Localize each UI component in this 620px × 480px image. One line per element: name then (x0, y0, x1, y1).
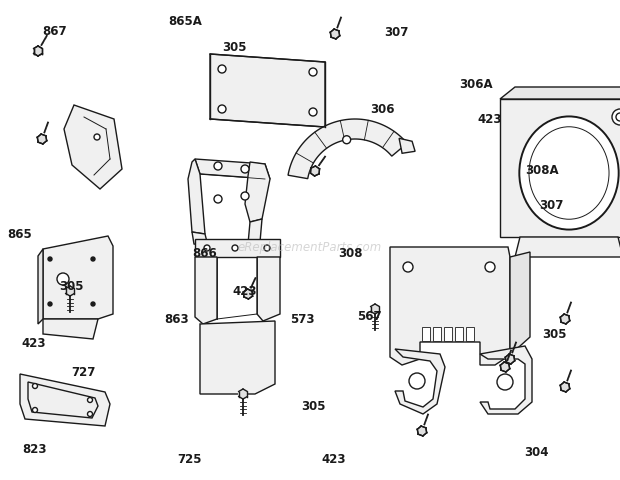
Text: 305: 305 (542, 327, 567, 340)
Polygon shape (200, 321, 275, 394)
Circle shape (32, 384, 37, 389)
Text: 308: 308 (338, 247, 363, 260)
Text: 865A: 865A (168, 15, 202, 28)
Polygon shape (500, 88, 620, 100)
Circle shape (232, 245, 238, 252)
Polygon shape (433, 327, 441, 341)
Polygon shape (500, 100, 620, 238)
Circle shape (241, 192, 249, 201)
Polygon shape (505, 354, 515, 364)
Polygon shape (38, 250, 43, 324)
Circle shape (48, 257, 52, 262)
Circle shape (264, 245, 270, 252)
Circle shape (91, 302, 95, 306)
Ellipse shape (520, 117, 619, 230)
Polygon shape (195, 240, 280, 257)
Polygon shape (444, 327, 452, 341)
Polygon shape (239, 389, 247, 399)
Polygon shape (195, 160, 270, 180)
Polygon shape (311, 167, 319, 177)
Text: 865: 865 (7, 228, 32, 241)
Circle shape (204, 245, 210, 252)
Text: 304: 304 (524, 444, 549, 458)
Text: 423: 423 (232, 284, 257, 297)
Polygon shape (195, 257, 217, 324)
Polygon shape (500, 362, 510, 372)
Polygon shape (245, 163, 270, 223)
Polygon shape (480, 346, 532, 414)
Text: 305: 305 (301, 399, 326, 412)
Polygon shape (330, 30, 340, 40)
Circle shape (57, 274, 69, 286)
Polygon shape (37, 135, 46, 144)
Text: 423: 423 (22, 336, 46, 350)
Polygon shape (244, 289, 252, 300)
Text: 305: 305 (222, 40, 247, 54)
Circle shape (616, 114, 620, 122)
Circle shape (343, 136, 351, 144)
Polygon shape (66, 287, 74, 296)
Polygon shape (560, 314, 570, 324)
Text: 573: 573 (290, 312, 315, 326)
Circle shape (409, 373, 425, 389)
Polygon shape (20, 374, 110, 426)
Polygon shape (515, 238, 620, 257)
Polygon shape (371, 304, 379, 314)
Circle shape (241, 166, 249, 174)
Text: 867: 867 (42, 24, 67, 38)
Circle shape (403, 263, 413, 273)
Text: 423: 423 (477, 112, 502, 126)
Polygon shape (417, 426, 427, 436)
Polygon shape (395, 349, 445, 414)
Text: 727: 727 (71, 365, 96, 379)
Polygon shape (510, 252, 530, 355)
Polygon shape (210, 55, 325, 128)
Polygon shape (560, 382, 570, 392)
Polygon shape (399, 139, 415, 154)
Text: 306A: 306A (459, 77, 493, 91)
Circle shape (48, 302, 52, 306)
Text: 863: 863 (164, 312, 189, 326)
Circle shape (309, 109, 317, 117)
Circle shape (94, 135, 100, 141)
Circle shape (218, 66, 226, 74)
Circle shape (32, 408, 37, 413)
Polygon shape (33, 47, 42, 57)
Polygon shape (422, 327, 430, 341)
Text: 423: 423 (321, 452, 346, 465)
Circle shape (309, 69, 317, 77)
Text: 823: 823 (22, 442, 46, 456)
Circle shape (87, 397, 92, 403)
Polygon shape (257, 257, 280, 321)
Text: 567: 567 (356, 309, 381, 323)
Polygon shape (466, 327, 474, 341)
Text: 866: 866 (192, 247, 217, 260)
Circle shape (612, 110, 620, 126)
Polygon shape (390, 248, 510, 365)
Text: eReplacementParts.com: eReplacementParts.com (238, 241, 382, 254)
Text: 725: 725 (177, 452, 202, 465)
Polygon shape (248, 219, 262, 244)
Circle shape (214, 195, 222, 204)
Circle shape (218, 106, 226, 114)
Text: 307: 307 (539, 199, 564, 212)
Polygon shape (43, 237, 113, 319)
Text: 307: 307 (384, 26, 409, 39)
Text: 305: 305 (59, 279, 84, 292)
Text: 308A: 308A (526, 164, 559, 177)
Polygon shape (43, 319, 98, 339)
Text: 306: 306 (370, 103, 395, 116)
Polygon shape (455, 327, 463, 341)
Polygon shape (188, 160, 205, 235)
Circle shape (497, 374, 513, 390)
Circle shape (214, 163, 222, 171)
Circle shape (485, 263, 495, 273)
Circle shape (87, 412, 92, 417)
Circle shape (91, 257, 95, 262)
Polygon shape (64, 106, 122, 190)
Polygon shape (192, 232, 208, 247)
Polygon shape (288, 120, 407, 180)
